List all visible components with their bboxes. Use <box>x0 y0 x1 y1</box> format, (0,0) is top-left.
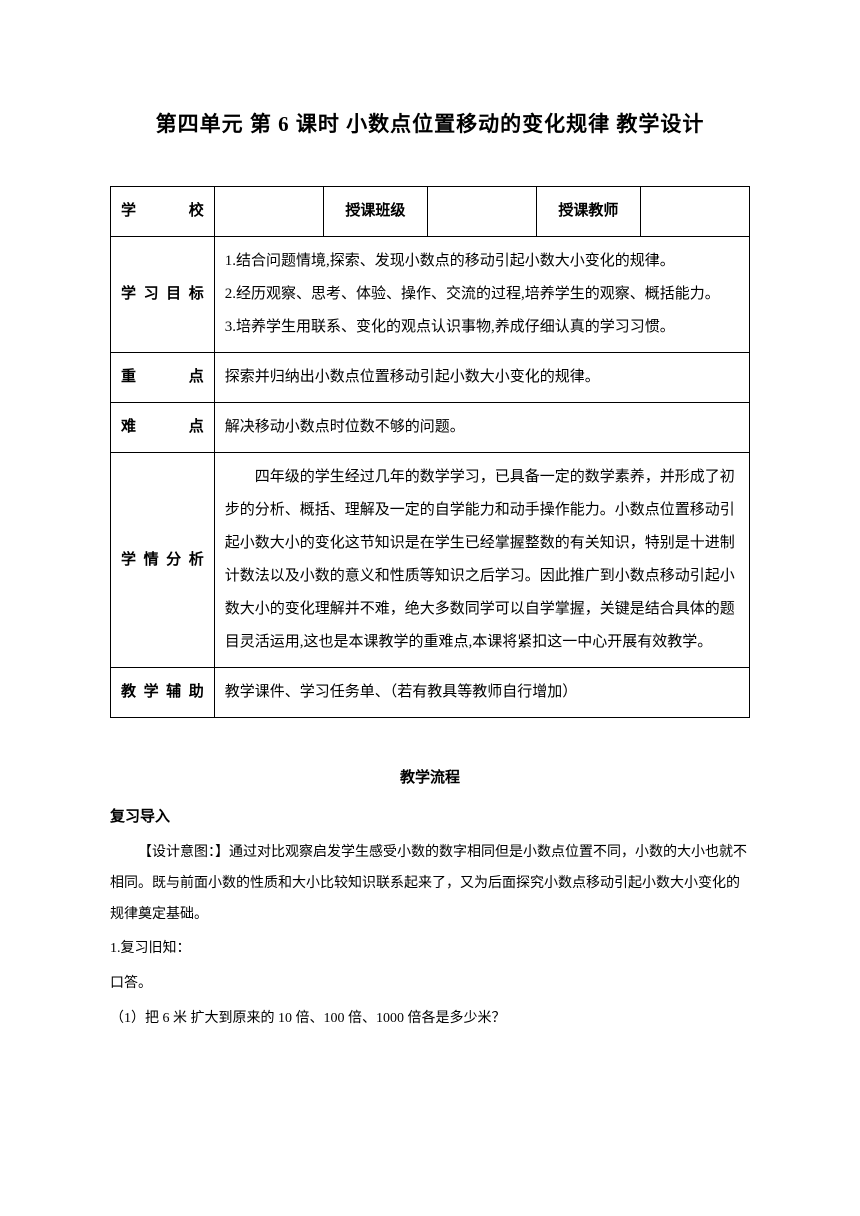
teacher-value <box>640 187 749 237</box>
objectives-content: 1.结合问题情境,探索、发现小数点的移动引起小数大小变化的规律。 2.经历观察、… <box>214 237 749 353</box>
lesson-plan-table: 学 校 授课班级 授课教师 学习目标 1.结合问题情境,探索、发现小数点的移动引… <box>110 186 750 718</box>
design-intent: 【设计意图：】通过对比观察启发学生感受小数的数字相同但是小数点位置不同，小数的大… <box>110 838 750 930</box>
analysis-content: 四年级的学生经过几年的数学学习，已具备一定的数学素养，并形成了初步的分析、概括、… <box>214 453 749 668</box>
difficulty-label: 难 点 <box>111 403 215 453</box>
keypoint-row: 重 点 探索并归纳出小数点位置移动引起小数大小变化的规律。 <box>111 353 750 403</box>
objective-1: 1.结合问题情境,探索、发现小数点的移动引起小数大小变化的规律。 <box>225 245 739 278</box>
aids-content: 教学课件、学习任务单、（若有教具等教师自行增加） <box>214 668 749 718</box>
difficulty-content: 解决移动小数点时位数不够的问题。 <box>214 403 749 453</box>
review-line-2: 口答。 <box>110 969 750 1000</box>
class-value <box>427 187 536 237</box>
class-label: 授课班级 <box>323 187 427 237</box>
objectives-row: 学习目标 1.结合问题情境,探索、发现小数点的移动引起小数大小变化的规律。 2.… <box>111 237 750 353</box>
header-row: 学 校 授课班级 授课教师 <box>111 187 750 237</box>
flow-title: 教学流程 <box>110 766 750 787</box>
keypoint-label: 重 点 <box>111 353 215 403</box>
aids-row: 教学辅助 教学课件、学习任务单、（若有教具等教师自行增加） <box>111 668 750 718</box>
objectives-label: 学习目标 <box>111 237 215 353</box>
page-title: 第四单元 第 6 课时 小数点位置移动的变化规律 教学设计 <box>110 108 750 138</box>
review-line-3: （1）把 6 米 扩大到原来的 10 倍、100 倍、1000 倍各是多少米？ <box>110 1004 750 1035</box>
difficulty-row: 难 点 解决移动小数点时位数不够的问题。 <box>111 403 750 453</box>
objective-2: 2.经历观察、思考、体验、操作、交流的过程,培养学生的观察、概括能力。 <box>225 278 739 311</box>
objective-3: 3.培养学生用联系、变化的观点认识事物,养成仔细认真的学习习惯。 <box>225 311 739 344</box>
keypoint-content: 探索并归纳出小数点位置移动引起小数大小变化的规律。 <box>214 353 749 403</box>
analysis-label: 学情分析 <box>111 453 215 668</box>
analysis-row: 学情分析 四年级的学生经过几年的数学学习，已具备一定的数学素养，并形成了初步的分… <box>111 453 750 668</box>
school-value <box>214 187 323 237</box>
review-line-1: 1.复习旧知： <box>110 934 750 965</box>
aids-label: 教学辅助 <box>111 668 215 718</box>
teacher-label: 授课教师 <box>536 187 640 237</box>
school-label: 学 校 <box>111 187 215 237</box>
review-heading: 复习导入 <box>110 805 750 826</box>
